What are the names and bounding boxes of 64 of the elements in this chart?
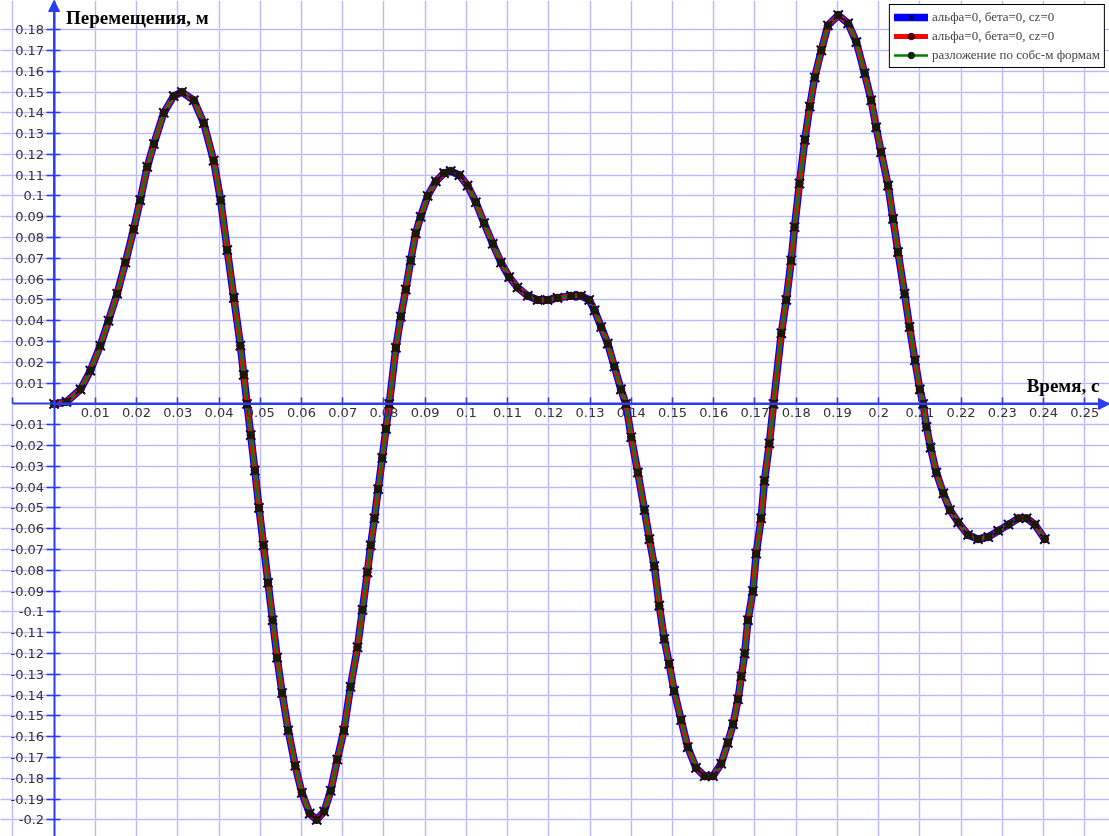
y-tick-label: 0.02 [15, 354, 45, 370]
y-tick-label: 0.11 [15, 167, 45, 183]
y-tick-label: -0.14 [10, 687, 45, 703]
x-tick-label: 0.07 [328, 404, 358, 420]
y-tick-label: 0.17 [15, 42, 45, 58]
y-tick-label: 0.07 [15, 250, 45, 266]
x-tick-label: 0.13 [575, 404, 605, 420]
x-tick-label: 0.24 [1029, 404, 1059, 420]
legend-label: альфа=0, бета=0, cz=0 [931, 28, 1055, 44]
y-tick-label: -0.06 [10, 521, 45, 537]
y-tick-label: 0.15 [15, 84, 45, 100]
y-tick-label: -0.03 [10, 458, 45, 474]
x-tick-label: 0.25 [1070, 404, 1100, 420]
y-tick-label: 0.14 [15, 105, 45, 121]
y-tick-label: -0.12 [10, 645, 45, 661]
x-tick-label: 0.01 [80, 404, 110, 420]
y-tick-label: -0.02 [10, 438, 45, 454]
x-tick-label: 0.04 [204, 404, 234, 420]
x-tick-label: 0.22 [946, 404, 976, 420]
x-tick-label: 0.09 [410, 404, 440, 420]
y-tick-label: -0.13 [10, 666, 45, 682]
y-tick-label: 0.13 [15, 126, 45, 142]
y-tick-label: 0.12 [15, 146, 45, 162]
y-tick-label: 0.05 [15, 292, 45, 308]
x-tick-label: 0.16 [699, 404, 729, 420]
y-tick-label: 0.16 [15, 63, 45, 79]
x-tick-label: 0.17 [740, 404, 770, 420]
y-tick-label: -0.2 [18, 812, 45, 828]
y-tick-label: 0.1 [23, 188, 45, 204]
x-tick-label: 0.03 [163, 404, 193, 420]
y-tick-label: -0.11 [10, 625, 45, 641]
x-tick-label: 0.19 [822, 404, 852, 420]
y-tick-label: -0.08 [10, 562, 45, 578]
x-tick-label: 0.06 [286, 404, 316, 420]
legend-label: альфа=0, бета=0, cz=0 [931, 9, 1055, 25]
x-tick-label: 0.1 [456, 404, 477, 420]
x-tick-label: 0.12 [534, 404, 564, 420]
legend-label: разложение по собс-м формам [931, 47, 1100, 63]
x-tick-label: 0.15 [658, 404, 687, 420]
x-tick-label: 0.18 [781, 404, 811, 420]
x-tick-label: 0.11 [493, 404, 523, 420]
x-tick-label: 0.2 [868, 404, 889, 420]
y-tick-label: -0.19 [10, 791, 45, 807]
y-tick-label: -0.09 [10, 583, 45, 599]
y-tick-label: -0.01 [10, 417, 45, 433]
y-tick-label: -0.17 [10, 749, 45, 765]
y-tick-label: -0.1 [18, 604, 45, 620]
y-tick-label: -0.05 [10, 500, 45, 516]
y-tick-label: 0.09 [15, 209, 45, 225]
y-tick-label: -0.16 [10, 729, 45, 745]
y-tick-label: -0.04 [10, 479, 45, 495]
y-tick-label: 0.03 [15, 334, 45, 350]
y-tick-label: -0.07 [10, 542, 45, 558]
y-axis-title: Перемещения, м [66, 6, 209, 28]
x-tick-label: 0.02 [122, 404, 152, 420]
y-tick-label: 0.18 [15, 22, 45, 38]
x-tick-label: 0.23 [987, 404, 1017, 420]
y-tick-label: 0.08 [15, 230, 45, 246]
x-axis-title: Время, с [1026, 374, 1100, 396]
y-tick-label: -0.18 [10, 770, 45, 786]
y-tick-label: -0.15 [10, 708, 45, 724]
y-tick-label: 0.04 [15, 313, 45, 329]
y-tick-label: 0.01 [15, 375, 45, 391]
y-tick-label: 0.06 [15, 271, 45, 287]
